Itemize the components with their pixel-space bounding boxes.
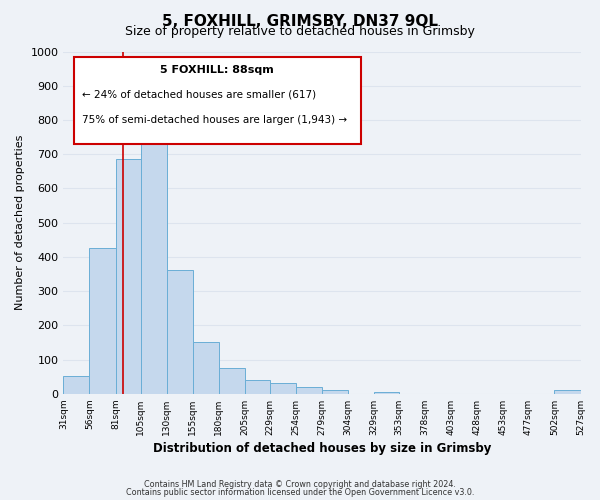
- Bar: [270, 383, 296, 394]
- FancyBboxPatch shape: [74, 56, 361, 144]
- Bar: [296, 387, 322, 394]
- Bar: [374, 392, 399, 394]
- Bar: [322, 390, 348, 394]
- X-axis label: Distribution of detached houses by size in Grimsby: Distribution of detached houses by size …: [153, 442, 491, 455]
- Text: Contains public sector information licensed under the Open Government Licence v3: Contains public sector information licen…: [126, 488, 474, 497]
- Bar: [167, 270, 193, 394]
- Bar: [245, 380, 270, 394]
- Bar: [219, 368, 245, 394]
- Bar: [193, 342, 219, 394]
- Text: 5, FOXHILL, GRIMSBY, DN37 9QL: 5, FOXHILL, GRIMSBY, DN37 9QL: [162, 14, 438, 29]
- Text: Contains HM Land Registry data © Crown copyright and database right 2024.: Contains HM Land Registry data © Crown c…: [144, 480, 456, 489]
- Text: 75% of semi-detached houses are larger (1,943) →: 75% of semi-detached houses are larger (…: [82, 115, 347, 125]
- Text: Size of property relative to detached houses in Grimsby: Size of property relative to detached ho…: [125, 25, 475, 38]
- Bar: [64, 376, 89, 394]
- Bar: [554, 390, 581, 394]
- Y-axis label: Number of detached properties: Number of detached properties: [15, 135, 25, 310]
- Text: 5 FOXHILL: 88sqm: 5 FOXHILL: 88sqm: [160, 65, 274, 75]
- Text: ← 24% of detached houses are smaller (617): ← 24% of detached houses are smaller (61…: [82, 89, 316, 99]
- Bar: [116, 160, 140, 394]
- Bar: [89, 248, 116, 394]
- Bar: [140, 134, 167, 394]
